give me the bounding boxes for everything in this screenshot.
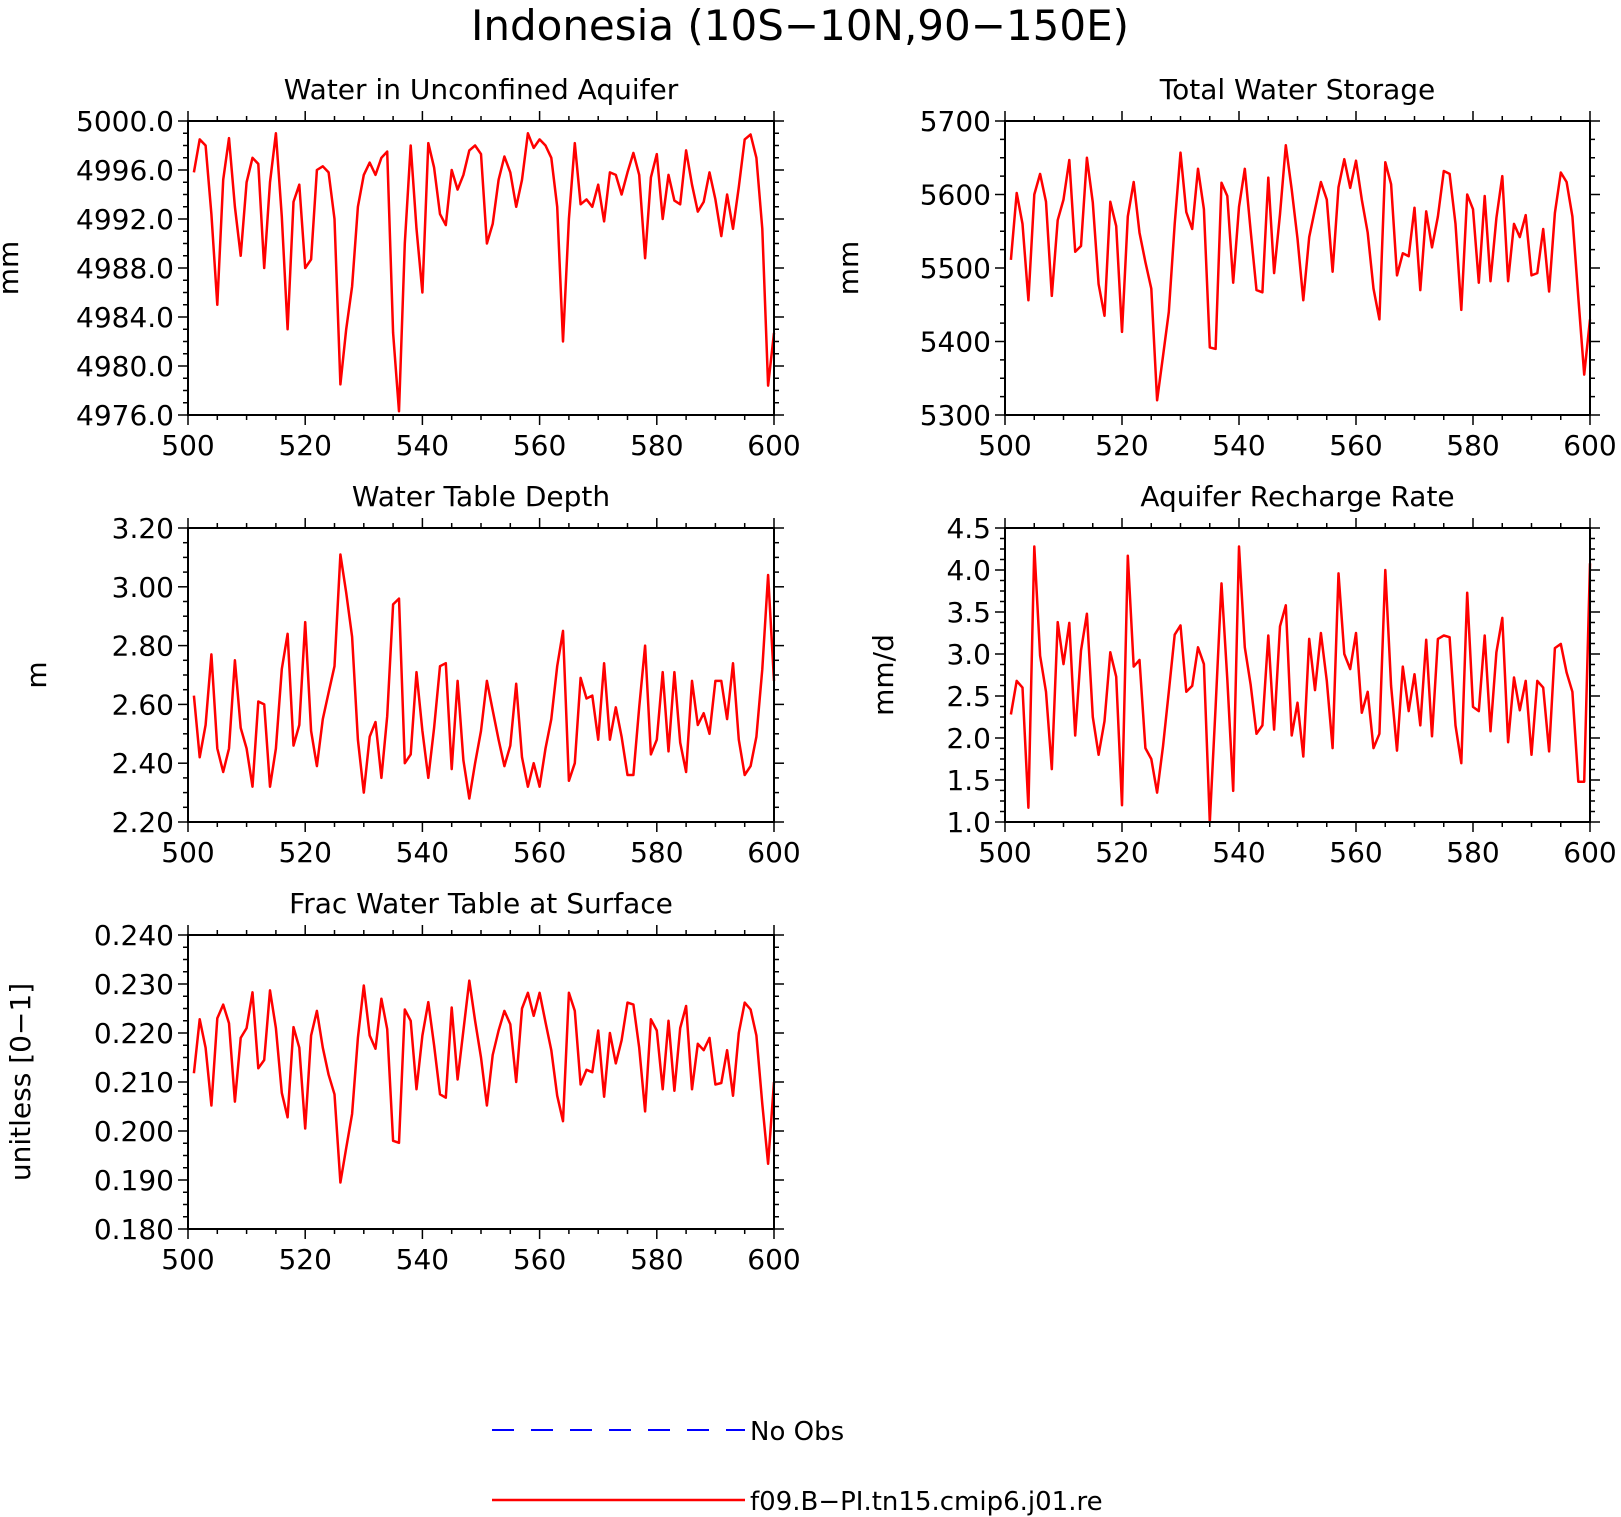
legend-label-no-obs: No Obs: [750, 1417, 844, 1447]
panel-title: Water in Unconfined Aquifer: [284, 73, 679, 106]
x-tick-label: 600: [747, 429, 800, 462]
series-line-0: [192, 132, 776, 413]
panel-title: Water Table Depth: [352, 480, 610, 513]
y-tick-label: 1.5: [946, 764, 991, 797]
panel-water-table-depth: 500 520 540 560 580 600 2.20 2.40 2.60 2.80 3.00 3.…: [20, 480, 801, 869]
y-axis-label: m: [20, 661, 53, 688]
y-tick-label: 2.0: [946, 722, 991, 755]
series-line-0: [1009, 545, 1592, 824]
x-tick-label: 500: [161, 1243, 214, 1276]
y-tick-label: 5400: [920, 326, 991, 359]
x-tick-label: 500: [161, 429, 214, 462]
y-tick-label: 1.0: [946, 806, 991, 839]
y-tick-label: 0.230: [94, 968, 174, 1001]
x-tick-label: 560: [1329, 429, 1382, 462]
x-tick-label: 540: [1212, 836, 1265, 869]
x-tick-label: 580: [630, 836, 683, 869]
y-tick-label: 4996.0: [76, 154, 174, 187]
x-tick-label: 580: [1446, 836, 1499, 869]
y-tick-label: 3.5: [946, 596, 991, 629]
panel-water-in-unconfined-aquifer: 500 520 540 560 580 600 4976.0 4980.0 4984.0 4988…: [0, 73, 801, 462]
x-tick-label: 540: [396, 836, 449, 869]
plot-frame: [1004, 527, 1591, 823]
y-tick-label: 5700: [920, 105, 991, 138]
x-tick-label: 520: [1095, 836, 1148, 869]
panel-frac-water-table-at-surface: 500 520 540 560 580 600 0.180 0.190 0.200 0.210 0.…: [4, 887, 801, 1276]
y-tick-label: 4976.0: [76, 399, 174, 432]
panel-total-water-storage: 500 520 540 560 580 600 5300 5400 5500 5600 5700 To…: [832, 73, 1617, 462]
y-tick-label: 2.60: [112, 688, 174, 721]
series-line-0: [192, 553, 776, 800]
x-tick-label: 560: [513, 836, 566, 869]
x-tick-label: 500: [978, 429, 1031, 462]
panel-aquifer-recharge-rate: 500 520 540 560 580 600 1.0 1.5 2.0 2.5 3.0 3.5 4.0 4…: [867, 480, 1617, 869]
y-tick-label: 0.240: [94, 919, 174, 952]
x-tick-label: 500: [978, 836, 1031, 869]
x-tick-label: 580: [1446, 429, 1499, 462]
x-tick-label: 520: [278, 1243, 331, 1276]
y-tick-label: 5500: [920, 252, 991, 285]
figure-title: Indonesia (10S−10N,90−150E): [471, 1, 1129, 50]
y-tick-label: 4.0: [946, 554, 991, 587]
legend: No Obs f09.B−PI.tn15.cmip6.j01.re: [492, 1417, 1103, 1517]
x-tick-label: 600: [1563, 429, 1616, 462]
y-axis-label: mm: [832, 241, 865, 296]
plot-frame: [187, 934, 775, 1230]
plot-frame: [187, 527, 775, 823]
y-tick-label: 3.20: [112, 512, 174, 545]
x-tick-label: 600: [1563, 836, 1616, 869]
x-tick-label: 560: [1329, 836, 1382, 869]
y-tick-label: 5000.0: [76, 105, 174, 138]
x-tick-label: 600: [747, 836, 800, 869]
x-tick-label: 580: [630, 1243, 683, 1276]
series-line-0: [192, 979, 776, 1184]
x-tick-label: 520: [278, 836, 331, 869]
x-tick-label: 520: [1095, 429, 1148, 462]
y-tick-label: 5300: [920, 399, 991, 432]
y-tick-label: 3.00: [112, 571, 174, 604]
y-tick-label: 0.180: [94, 1213, 174, 1246]
panel-title: Total Water Storage: [1159, 73, 1436, 106]
panel-title: Aquifer Recharge Rate: [1140, 480, 1454, 513]
y-tick-label: 4984.0: [76, 301, 174, 334]
y-tick-label: 2.80: [112, 630, 174, 663]
y-tick-label: 2.20: [112, 806, 174, 839]
y-tick-label: 5600: [920, 179, 991, 212]
y-tick-label: 4992.0: [76, 203, 174, 236]
y-tick-label: 4.5: [946, 512, 991, 545]
y-axis-label: mm/d: [867, 634, 900, 716]
x-tick-label: 500: [161, 836, 214, 869]
y-tick-label: 2.40: [112, 747, 174, 780]
plot-frame: [1004, 120, 1591, 416]
x-tick-label: 540: [396, 1243, 449, 1276]
y-tick-label: 0.190: [94, 1164, 174, 1197]
y-tick-label: 4980.0: [76, 350, 174, 383]
series-line-0: [1009, 144, 1592, 402]
x-tick-label: 560: [513, 1243, 566, 1276]
y-tick-label: 0.210: [94, 1066, 174, 1099]
x-tick-label: 540: [396, 429, 449, 462]
x-tick-label: 580: [630, 429, 683, 462]
y-tick-label: 3.0: [946, 638, 991, 671]
x-tick-label: 560: [513, 429, 566, 462]
y-tick-label: 2.5: [946, 680, 991, 713]
x-tick-label: 600: [747, 1243, 800, 1276]
legend-label-model: f09.B−PI.tn15.cmip6.j01.re: [750, 1487, 1103, 1517]
x-tick-label: 520: [278, 429, 331, 462]
y-tick-label: 4988.0: [76, 252, 174, 285]
y-tick-label: 0.200: [94, 1115, 174, 1148]
panel-title: Frac Water Table at Surface: [289, 887, 673, 920]
y-axis-label: unitless [0−1]: [4, 983, 37, 1181]
y-tick-label: 0.220: [94, 1017, 174, 1050]
x-tick-label: 540: [1212, 429, 1265, 462]
y-axis-label: mm: [0, 241, 25, 296]
